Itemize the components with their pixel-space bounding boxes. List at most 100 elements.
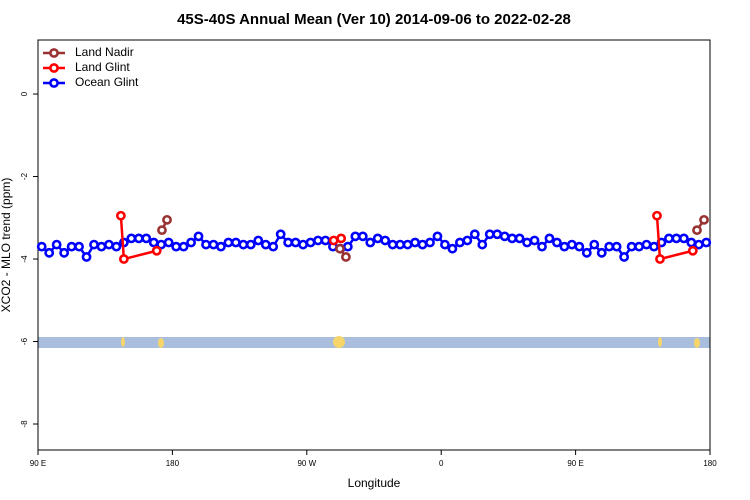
point: [652, 210, 662, 221]
point: [51, 239, 62, 250]
legend-label: Land Nadir: [75, 45, 134, 59]
point: [574, 241, 585, 252]
point: [341, 252, 351, 262]
point: [380, 235, 391, 246]
point: [298, 239, 308, 250]
point: [552, 237, 562, 248]
point: [440, 239, 450, 250]
x-tick-label: 90 E: [30, 459, 46, 468]
point: [157, 225, 167, 236]
point: [692, 225, 702, 236]
point: [664, 233, 674, 244]
point: [148, 237, 159, 248]
point: [678, 233, 689, 244]
ocean-strip: [38, 337, 710, 348]
legend-marker: [49, 78, 59, 88]
point: [89, 239, 99, 250]
point: [514, 233, 525, 244]
land-patch: [658, 337, 662, 347]
point: [36, 241, 47, 252]
point: [328, 235, 339, 246]
point: [529, 235, 540, 246]
point: [126, 233, 137, 244]
point: [425, 237, 435, 248]
point: [141, 233, 152, 244]
point: [290, 237, 301, 248]
series-line: [160, 219, 706, 258]
y-axis-label: XCO2 - MLO trend (ppm): [0, 178, 13, 313]
point: [268, 241, 279, 252]
point: [320, 235, 331, 246]
point: [171, 241, 182, 252]
y-tick-label: -4: [20, 255, 29, 263]
point: [507, 233, 518, 244]
point: [245, 239, 256, 250]
point: [208, 239, 219, 250]
point: [641, 239, 652, 250]
point: [44, 247, 55, 258]
point: [357, 231, 368, 242]
x-tick-label: 90 W: [297, 459, 316, 468]
point: [611, 241, 622, 252]
point: [151, 245, 162, 256]
point: [581, 247, 592, 258]
point: [596, 247, 607, 258]
x-tick-label: 180: [166, 459, 180, 468]
point: [544, 233, 555, 244]
point: [163, 237, 174, 248]
point: [604, 241, 615, 252]
point: [499, 231, 510, 242]
y-tick-label: -6: [20, 337, 29, 345]
point: [626, 241, 637, 252]
point: [402, 239, 413, 250]
x-axis-label: Longitude: [348, 476, 401, 490]
point: [193, 231, 204, 242]
point: [484, 229, 495, 240]
point: [454, 237, 465, 248]
point: [305, 237, 316, 248]
point: [447, 243, 458, 254]
chart-title: 45S-40S Annual Mean (Ver 10) 2014-09-06 …: [177, 11, 571, 28]
point: [687, 245, 698, 256]
point: [559, 241, 570, 252]
y-tick-label: 0: [20, 91, 29, 96]
point: [410, 237, 420, 248]
land-patch: [694, 338, 700, 348]
point: [104, 239, 114, 250]
y-tick-label: -8: [20, 420, 29, 428]
point: [313, 235, 323, 246]
point: [178, 241, 189, 252]
point: [693, 239, 704, 250]
point: [238, 239, 249, 250]
point: [522, 237, 532, 248]
point: [253, 235, 264, 246]
point: [566, 239, 577, 250]
point: [492, 229, 503, 240]
land-patch: [121, 337, 125, 347]
point: [462, 235, 473, 246]
point: [133, 233, 144, 244]
point: [589, 239, 600, 250]
point: [537, 241, 547, 252]
point: [619, 252, 630, 262]
point: [655, 254, 665, 264]
point: [686, 237, 697, 248]
point: [275, 229, 286, 240]
point: [335, 243, 345, 254]
point: [432, 231, 443, 242]
point: [162, 214, 172, 225]
point: [649, 241, 659, 252]
point: [477, 239, 488, 250]
series-line: [119, 215, 694, 261]
point: [66, 241, 77, 252]
point: [283, 237, 294, 248]
point: [342, 241, 353, 252]
point: [81, 252, 92, 262]
point: [336, 233, 347, 244]
point: [365, 237, 376, 248]
point: [260, 239, 271, 250]
point: [634, 241, 644, 252]
point: [223, 237, 234, 248]
point: [96, 241, 107, 252]
